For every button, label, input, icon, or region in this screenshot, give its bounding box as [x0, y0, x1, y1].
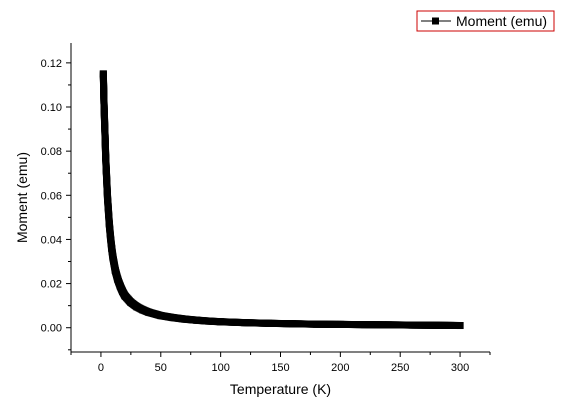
- data-point: [432, 321, 440, 329]
- x-tick-label: 0: [98, 362, 104, 374]
- y-tick-label: 0.02: [41, 279, 62, 291]
- x-ticks: 0 50 100 150 200 250 300: [70, 352, 491, 374]
- legend: Moment (emu): [416, 10, 555, 32]
- data-point: [105, 220, 113, 228]
- data-point: [133, 303, 141, 311]
- data-point: [103, 180, 111, 188]
- data-point: [118, 287, 126, 295]
- y-tick-label: 0.04: [41, 234, 62, 246]
- y-tick-label: 0.10: [41, 102, 62, 114]
- data-point: [193, 316, 201, 324]
- data-point: [384, 321, 392, 329]
- data-point: [312, 320, 320, 328]
- data-point: [127, 298, 135, 306]
- data-point: [101, 116, 109, 124]
- legend-label: Moment (emu): [456, 13, 547, 29]
- y-ticks: 0.00 0.02 0.04 0.06 0.08 0.10 0.12: [41, 58, 71, 351]
- data-point: [104, 202, 112, 210]
- y-axis-label: Moment (emu): [14, 152, 30, 243]
- data-point: [109, 253, 117, 261]
- data-point: [169, 314, 177, 322]
- data-point: [116, 282, 124, 290]
- data-point: [181, 315, 189, 323]
- x-tick-label: 50: [155, 362, 167, 374]
- data-point: [145, 308, 153, 316]
- data-point: [157, 312, 165, 320]
- x-tick-label: 200: [331, 362, 349, 374]
- data-point: [102, 154, 110, 162]
- data-point: [121, 292, 129, 300]
- legend-marker: [432, 17, 439, 25]
- data-point: [111, 266, 119, 274]
- y-tick-label: 0.12: [41, 58, 62, 70]
- data-point: [108, 244, 116, 252]
- data-point: [102, 167, 110, 175]
- data-point: [104, 194, 112, 201]
- data-point: [265, 319, 273, 327]
- series-layer: [99, 70, 464, 330]
- y-tick-label: 0.06: [41, 190, 62, 202]
- x-tick-label: 300: [451, 362, 469, 374]
- data-point: [114, 275, 122, 283]
- x-tick-label: 100: [211, 362, 229, 374]
- legend-box: [416, 10, 555, 32]
- data-point: [288, 320, 296, 328]
- y-tick-label: 0.00: [41, 323, 62, 335]
- x-axis-label: Temperature (K): [230, 381, 331, 397]
- data-point: [99, 70, 107, 78]
- y-tick-label: 0.08: [41, 146, 62, 158]
- data-point: [107, 233, 115, 241]
- data-point: [456, 322, 464, 330]
- data-point: [139, 306, 147, 314]
- data-point: [408, 321, 416, 329]
- x-tick-label: 250: [391, 362, 409, 374]
- series-line: [102, 73, 461, 327]
- data-point: [101, 134, 109, 142]
- data-point: [336, 320, 344, 328]
- data-point: [100, 96, 108, 104]
- data-point: [360, 321, 368, 329]
- data-point: [217, 318, 225, 326]
- x-tick-label: 150: [271, 362, 289, 374]
- data-point: [241, 319, 249, 327]
- data-point: [205, 317, 213, 325]
